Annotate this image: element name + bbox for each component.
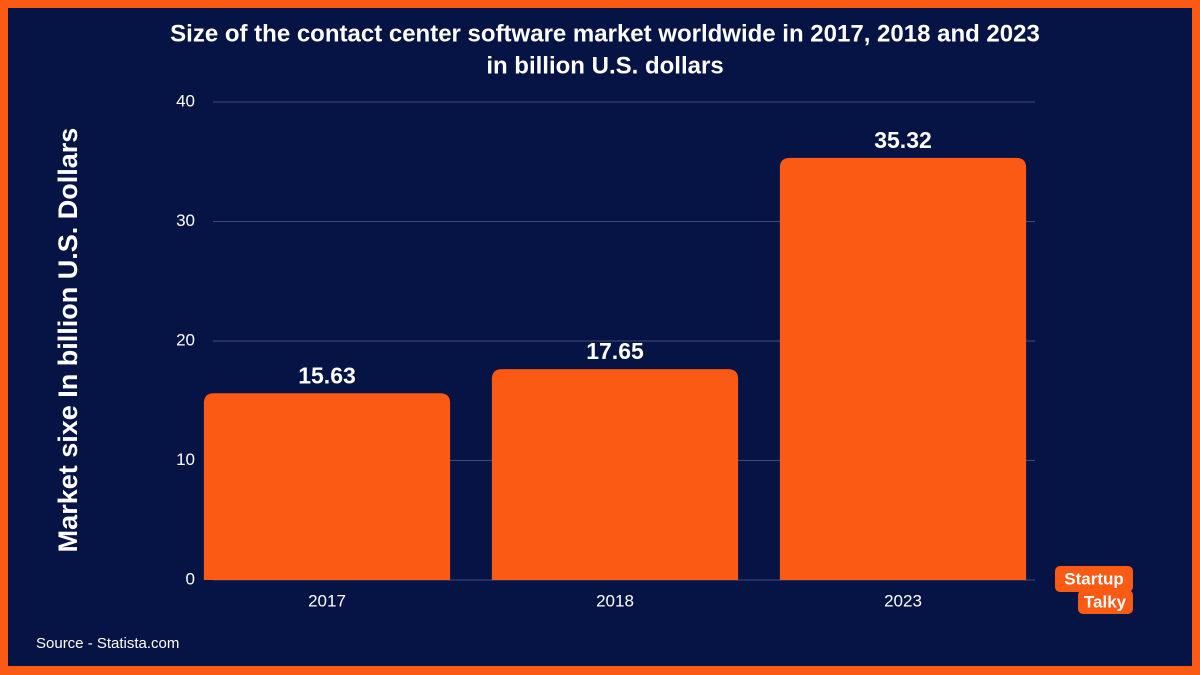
x-tick-label: 2018 <box>596 591 634 610</box>
y-tick-label: 10 <box>176 450 195 469</box>
bar <box>203 393 451 580</box>
y-tick-label: 0 <box>186 569 195 588</box>
logo-text: Talky <box>1084 592 1127 611</box>
logo-text: Startup <box>1064 569 1124 588</box>
logo-box <box>1078 590 1133 614</box>
y-tick-label: 20 <box>176 330 195 349</box>
value-label: 17.65 <box>586 338 644 364</box>
bar <box>779 157 1027 580</box>
value-label: 35.32 <box>874 127 932 153</box>
x-tick-label: 2017 <box>308 591 346 610</box>
value-label: 15.63 <box>298 362 356 388</box>
x-tick-label: 2023 <box>884 591 922 610</box>
logo: Startup Talky <box>1055 566 1133 614</box>
y-tick-label: 30 <box>176 211 195 230</box>
source: Source - Statista.com <box>36 635 179 652</box>
logo-box <box>1055 566 1133 592</box>
y-axis-label: Market sixe In billion U.S. Dollars <box>53 128 83 553</box>
chart-title: Size of the contact center software mark… <box>170 20 1040 47</box>
chart-subtitle: in billion U.S. dollars <box>486 52 723 79</box>
y-tick-label: 40 <box>176 91 195 110</box>
bar <box>491 369 739 580</box>
